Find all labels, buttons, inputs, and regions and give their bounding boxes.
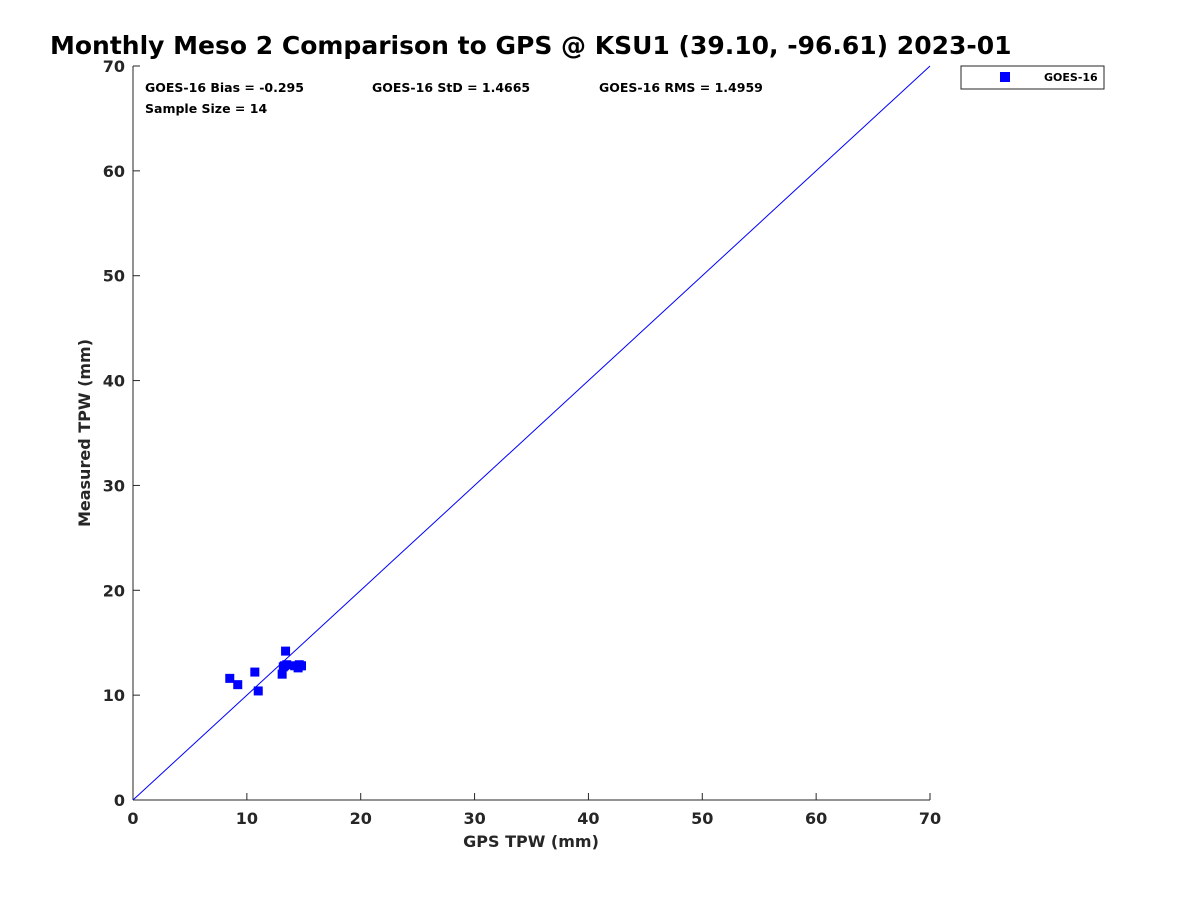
stat-rms: GOES-16 RMS = 1.4959 (599, 80, 763, 95)
x-tick-label: 50 (691, 809, 713, 828)
plot-area: 0 10 20 30 40 50 60 70 0 10 20 30 40 50 60 70 (103, 57, 941, 828)
data-points (225, 646, 307, 696)
data-point-goes16 (294, 660, 304, 670)
y-axis-label: Measured TPW (mm) (75, 339, 94, 527)
y-tick-label: 50 (103, 267, 125, 286)
stat-bias: GOES-16 Bias = -0.295 (145, 80, 304, 95)
y-tick-label: 0 (114, 791, 125, 810)
stat-sample-size: Sample Size = 14 (145, 101, 267, 116)
legend-box (960, 65, 1105, 90)
y-tick-label: 70 (103, 57, 125, 76)
data-point-goes16 (250, 667, 260, 677)
y-tick-label: 60 (103, 162, 125, 181)
x-axis-label: GPS TPW (mm) (463, 832, 599, 851)
x-tick-label: 30 (463, 809, 485, 828)
stat-std: GOES-16 StD = 1.4665 (372, 80, 530, 95)
y-tick-label: 40 (103, 372, 125, 391)
x-ticks: 0 10 20 30 40 50 60 70 (127, 793, 941, 828)
data-point-goes16 (279, 661, 289, 671)
data-point-goes16 (225, 673, 235, 683)
x-tick-label: 10 (236, 809, 258, 828)
data-point-goes16 (277, 669, 287, 679)
legend: GOES-16 (960, 65, 1105, 90)
data-point-goes16 (253, 686, 263, 696)
x-tick-label: 60 (805, 809, 827, 828)
x-tick-label: 70 (919, 809, 941, 828)
y-ticks: 0 10 20 30 40 50 60 70 (103, 57, 140, 810)
y-tick-label: 10 (103, 686, 125, 705)
one-to-one-line (132, 65, 931, 801)
legend-label-goes16: GOES-16 (1044, 71, 1098, 84)
y-tick-label: 20 (103, 581, 125, 600)
y-tick-label: 30 (103, 476, 125, 495)
x-tick-label: 40 (577, 809, 599, 828)
legend-marker-square-icon (1000, 72, 1010, 82)
x-tick-label: 20 (350, 809, 372, 828)
x-tick-label: 0 (127, 809, 138, 828)
data-point-goes16 (281, 646, 291, 656)
chart-title: Monthly Meso 2 Comparison to GPS @ KSU1 … (50, 31, 1012, 60)
data-point-goes16 (233, 680, 243, 690)
